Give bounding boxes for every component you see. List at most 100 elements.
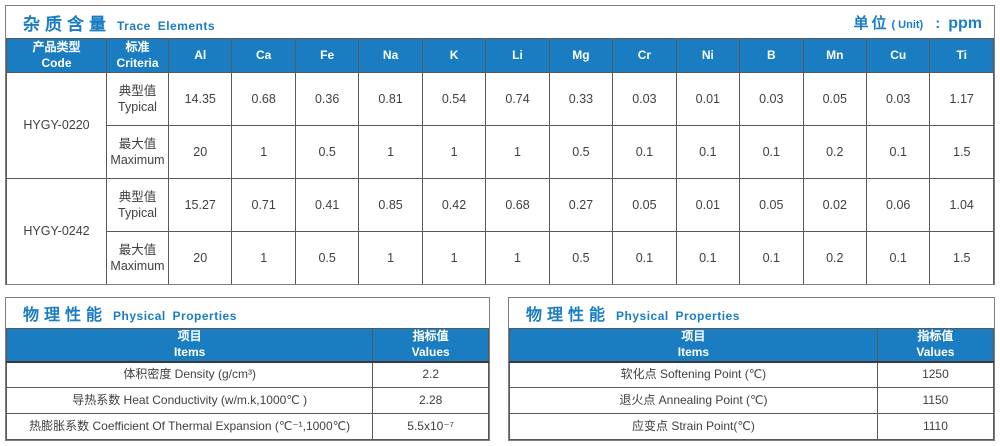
- value-cell-ca: 0.68: [231, 72, 296, 126]
- unit-label-zh: 单位: [853, 14, 890, 32]
- items-column-header-en: Items: [677, 344, 710, 359]
- element-column-header-li: Li: [485, 38, 550, 73]
- value-cell-k: 1: [421, 231, 487, 284]
- trace-header-row: 产品类型 Code 标准 Criteria Al Ca Fe Na K Li Mg Cr Ni B…: [6, 38, 994, 73]
- value-cell-na: 0.85: [358, 178, 423, 232]
- value-cell-mg: 0.5: [548, 231, 614, 284]
- value-cell-cr: 0.1: [612, 125, 677, 179]
- unit-label-colon: :: [935, 14, 941, 32]
- value-cell-ni: 0.1: [675, 231, 741, 284]
- values-column-header-en: Values: [916, 344, 955, 359]
- code-column-header: 产品类型 Code: [6, 38, 107, 73]
- value-cell-mg: 0.5: [548, 125, 614, 179]
- trace-elements-title-zh: 杂质含量: [23, 14, 111, 34]
- element-column-header-mg: Mg: [548, 38, 614, 73]
- value-cell-mn: 0.02: [802, 178, 867, 232]
- element-column-header-b: B: [739, 38, 804, 73]
- value-cell-li: 0.74: [485, 72, 550, 126]
- physical-right-header-row: 项目 Items 指标值 Values: [509, 328, 994, 363]
- code-column-header-en: Code: [41, 55, 72, 70]
- value-cell-li: 1: [485, 231, 550, 284]
- value-cell-ti: 1.5: [929, 125, 994, 179]
- table-row: 体积密度 Density (g/cm³) 2.2: [6, 361, 489, 388]
- value-cell-cr: 0.03: [612, 72, 677, 126]
- criteria-column-header-en: Criteria: [116, 55, 159, 70]
- physical-left-title-en: Physical Properties: [113, 309, 237, 323]
- trace-data-row: 最大值 Maximum 20 1 0.5 1 1 1 0.5 0.1 0.1 0.1 0.2 0.1 1.5: [7, 231, 994, 284]
- value-cell-mn: 0.2: [802, 125, 867, 179]
- value-cell-ca: 0.71: [231, 178, 296, 232]
- values-column-header: 指标值 Values: [876, 328, 994, 363]
- value-cell-b: 0.03: [739, 72, 804, 126]
- table-row: 热膨胀系数 Coefficient Of Thermal Expansion (…: [6, 413, 489, 440]
- criteria-column-header-zh: 标准: [125, 39, 150, 54]
- physical-properties-panel-left: 物理性能 Physical Properties 项目 Items 指标值 Va…: [5, 297, 490, 441]
- element-column-header-ca: Ca: [231, 38, 296, 73]
- element-column-header-na: Na: [358, 38, 423, 73]
- value-cell-ni: 0.1: [675, 125, 741, 179]
- table-row: 导热系数 Heat Conductivity (w/m.k,1000℃ ) 2.…: [6, 387, 489, 414]
- element-column-header-ni: Ni: [675, 38, 741, 73]
- value-cell-li: 0.68: [485, 178, 550, 232]
- element-column-header-cu: Cu: [865, 38, 931, 73]
- trace-data-row: HYGY-0242 典型值 Typical 15.27 0.71 0.41 0.85 0.42…: [6, 178, 994, 284]
- physical-left-title: 物理性能 Physical Properties: [23, 301, 237, 325]
- element-column-header-k: K: [421, 38, 487, 73]
- unit-value: ppm: [948, 14, 982, 32]
- value-cell-na: 0.81: [358, 72, 423, 126]
- value-cell-ti: 1.5: [929, 231, 994, 284]
- value-cell-ti: 1.17: [929, 72, 994, 126]
- values-column-header-zh: 指标值: [412, 329, 449, 344]
- value-cell-cr: 0.1: [612, 231, 677, 284]
- value-cell-ca: 1: [231, 231, 296, 284]
- element-column-header-ti: Ti: [929, 38, 994, 73]
- value-cell-k: 0.54: [421, 72, 487, 126]
- unit-label-paren: ( Unit): [891, 18, 924, 31]
- physical-properties-table-right: 项目 Items 指标值 Values 软化点 Softening Point …: [509, 328, 994, 440]
- criteria-cell: 典型值 Typical: [106, 72, 169, 126]
- trace-table-body: HYGY-0220 典型值 Typical 14.35 0.68 0.36 0.81 0.54…: [6, 72, 994, 284]
- value-cell-cu: 0.06: [865, 178, 931, 232]
- value-cell-al: 20: [167, 231, 233, 284]
- value-cell-al: 20: [167, 125, 233, 179]
- value-cell-ti: 1.04: [929, 178, 994, 232]
- values-column-header: 指标值 Values: [372, 328, 489, 363]
- code-column-header-zh: 产品类型: [32, 39, 81, 54]
- trace-elements-title: 杂质含量 Trace Elements: [23, 10, 215, 35]
- table-row: 退火点 Annealing Point (℃) 1150: [509, 387, 994, 414]
- criteria-cell: 最大值 Maximum: [106, 125, 169, 179]
- value-cell-k: 1: [421, 125, 487, 179]
- value-cell-cu: 0.1: [865, 125, 931, 179]
- element-column-header-cr: Cr: [612, 38, 677, 73]
- value-cell-b: 0.05: [739, 178, 804, 232]
- item-cell: 应变点 Strain Point(℃): [509, 413, 878, 440]
- value-cell-b: 0.1: [739, 125, 804, 179]
- criteria-cell: 最大值 Maximum: [106, 231, 169, 284]
- item-cell: 体积密度 Density (g/cm³): [6, 361, 374, 388]
- item-cell: 热膨胀系数 Coefficient Of Thermal Expansion (…: [6, 413, 374, 440]
- physical-right-title-bar: 物理性能 Physical Properties: [509, 298, 994, 328]
- product-code-cell: HYGY-0220: [6, 72, 107, 179]
- value-cell: 1250: [876, 361, 994, 388]
- table-row: 软化点 Softening Point (℃) 1250: [509, 361, 994, 388]
- values-column-header-en: Values: [411, 344, 450, 359]
- trace-elements-table: 产品类型 Code 标准 Criteria Al Ca Fe Na K Li Mg Cr Ni B…: [6, 38, 994, 284]
- physical-left-title-zh: 物理性能: [23, 307, 108, 324]
- items-column-header-zh: 项目: [177, 329, 202, 344]
- element-column-header-fe: Fe: [294, 38, 360, 73]
- value-cell-na: 1: [358, 125, 423, 179]
- value-cell-fe: 0.5: [294, 231, 360, 284]
- value-cell-ca: 1: [231, 125, 296, 179]
- value-cell-mn: 0.2: [802, 231, 867, 284]
- table-row: 应变点 Strain Point(℃) 1110: [509, 413, 994, 440]
- value-cell-fe: 0.36: [294, 72, 360, 126]
- trace-elements-panel: 杂质含量 Trace Elements 单位 ( Unit) : ppm 产品类…: [5, 5, 995, 285]
- value-cell-ni: 0.01: [675, 72, 741, 126]
- items-column-header-zh: 项目: [681, 329, 706, 344]
- value-cell: 1150: [876, 387, 994, 414]
- physical-right-title: 物理性能 Physical Properties: [526, 301, 740, 325]
- value-cell-mn: 0.05: [802, 72, 867, 126]
- trace-data-row: 最大值 Maximum 20 1 0.5 1 1 1 0.5 0.1 0.1 0.1 0.2 0.1 1.5: [7, 125, 994, 179]
- physical-right-title-zh: 物理性能: [526, 307, 611, 324]
- physical-properties-table-left: 项目 Items 指标值 Values 体积密度 Density (g/cm³)…: [6, 328, 489, 440]
